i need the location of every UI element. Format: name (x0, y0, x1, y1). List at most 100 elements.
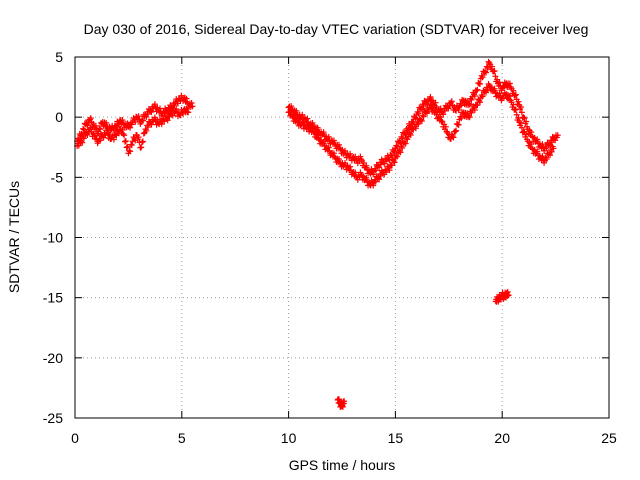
band-b-point (87, 124, 94, 131)
band-b-point (75, 142, 82, 149)
band-c-point (534, 136, 541, 143)
band-c-point (539, 141, 546, 148)
band-c-point (482, 68, 489, 75)
band-a-point (139, 117, 146, 124)
band-c-point (293, 107, 300, 114)
band-c-point (512, 91, 519, 98)
band-b-point (97, 137, 104, 144)
band-d-point (391, 159, 398, 166)
band-d-point (397, 149, 404, 156)
band-c-point (415, 110, 422, 117)
outlier-a-point (339, 403, 346, 410)
band-c-point (448, 98, 455, 105)
y-tick-label: -20 (43, 350, 63, 366)
band-d-point (523, 131, 530, 138)
band-c-point (309, 119, 316, 126)
band-c-point (554, 132, 561, 139)
band-c-point (482, 69, 489, 76)
band-d-point (404, 136, 411, 143)
band-a-point (157, 105, 164, 112)
band-a-point (183, 95, 190, 102)
band-d-point (347, 163, 354, 170)
y-tick-label: 5 (55, 49, 63, 65)
band-d-point (512, 106, 519, 113)
y-axis-ticks: 5 0 -5 -10 -15 -20 -25 (43, 49, 609, 426)
band-d-point (420, 113, 427, 120)
band-d-point (432, 106, 439, 113)
band-b-point (123, 144, 130, 151)
band-d-point (517, 119, 524, 126)
band-d-point (479, 93, 486, 100)
band-d-point (455, 121, 462, 128)
x-tick-label: 5 (178, 430, 186, 446)
band-d-point (437, 114, 444, 121)
band-d-point (476, 99, 483, 106)
y-tick-label: -5 (51, 169, 64, 185)
band-c-point (466, 101, 473, 108)
band-c-point (445, 105, 452, 112)
outlier-b-point (505, 292, 512, 299)
band-d-point (415, 120, 422, 127)
band-c-point (441, 107, 448, 114)
band-d-point (376, 176, 383, 183)
band-c-point (500, 84, 507, 91)
band-a-point (174, 100, 181, 107)
band-d-point (452, 128, 459, 135)
band-d-point (528, 141, 535, 148)
band-d-point (453, 127, 460, 134)
band-b-point (80, 135, 87, 142)
band-c-point (523, 118, 530, 125)
band-c-point (304, 115, 311, 122)
x-axis-ticks: 0 5 10 15 20 25 (71, 57, 617, 446)
band-a-point (84, 122, 91, 129)
band-c-point (543, 144, 550, 151)
band-c-point (465, 100, 472, 107)
band-d-point (424, 110, 431, 117)
band-d-point (314, 131, 321, 138)
band-c-point (548, 139, 555, 146)
band-c-point (488, 63, 495, 70)
band-b-point (151, 114, 158, 121)
band-d-point (320, 138, 327, 145)
band-d-point (468, 109, 475, 116)
band-b-point (185, 109, 192, 116)
x-tick-label: 20 (494, 430, 510, 446)
band-c-point (518, 109, 525, 116)
band-c-point (363, 162, 370, 169)
band-b-point (166, 113, 173, 120)
band-c-point (510, 87, 517, 94)
band-c-point (476, 80, 483, 87)
band-c-point (506, 80, 513, 87)
band-d-point (506, 93, 513, 100)
band-d-point (534, 148, 541, 155)
band-d-point (399, 144, 406, 151)
band-c-point (517, 104, 524, 111)
band-d-point (412, 125, 419, 132)
band-d-point (466, 114, 473, 121)
band-c-point (492, 73, 499, 80)
y-tick-label: -10 (43, 230, 63, 246)
band-c-point (471, 92, 478, 99)
band-c-point (336, 141, 343, 148)
band-b-point (139, 138, 146, 145)
band-c-point (468, 96, 475, 103)
band-d-point (442, 123, 449, 130)
band-b-point (164, 117, 171, 124)
x-tick-label: 10 (281, 430, 297, 446)
band-d-point (293, 115, 300, 122)
band-a-point (127, 124, 134, 131)
x-tick-label: 25 (601, 430, 617, 446)
band-d-point (548, 148, 555, 155)
y-axis-label: SDTVAR / TECUs (6, 181, 22, 293)
chart-title: Day 030 of 2016, Sidereal Day-to-day VTE… (84, 21, 589, 37)
band-d-point (515, 115, 522, 122)
y-tick-label: 0 (55, 109, 63, 125)
band-d-point (491, 85, 498, 92)
band-b-point (138, 144, 145, 151)
band-a-point (119, 117, 126, 124)
band-d-point (372, 178, 379, 185)
band-d-point (496, 90, 503, 97)
band-c-point (330, 137, 337, 144)
band-d-point (471, 106, 478, 113)
x-tick-label: 15 (388, 430, 404, 446)
